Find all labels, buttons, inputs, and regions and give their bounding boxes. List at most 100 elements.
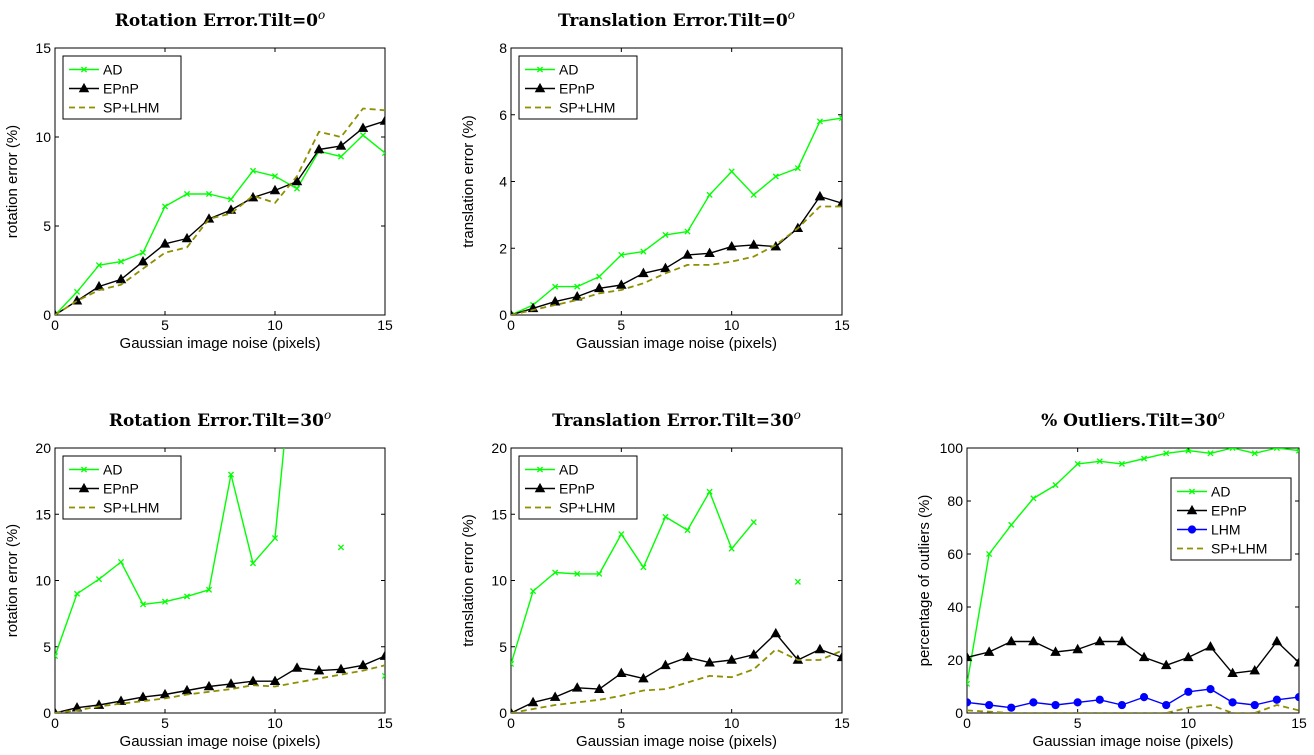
- data-point: [1206, 685, 1215, 694]
- data-point: [1030, 495, 1037, 502]
- x-tick-label: 0: [507, 715, 515, 731]
- data-point: [203, 680, 215, 691]
- data-point: [1184, 687, 1193, 696]
- legend-label-sp-lhm: SP+LHM: [1211, 541, 1267, 557]
- data-point: [616, 667, 627, 678]
- legend-label-ad: AD: [103, 462, 122, 478]
- data-point: [139, 249, 147, 256]
- data-point: [596, 273, 603, 280]
- legend-label-ad: AD: [1211, 484, 1230, 500]
- y-tick-label: 15: [35, 506, 51, 522]
- legend-label-sp-lhm: SP+LHM: [559, 100, 615, 116]
- series-line: [55, 134, 385, 315]
- data-point: [726, 240, 737, 251]
- legend-marker: [80, 66, 88, 73]
- data-point: [225, 204, 237, 214]
- data-point: [55, 652, 59, 660]
- data-point: [73, 590, 81, 597]
- data-point: [1118, 460, 1125, 467]
- x-axis-label: Gaussian image noise (pixels): [576, 335, 777, 352]
- data-point: [335, 140, 347, 150]
- data-point: [1007, 703, 1016, 712]
- x-tick-label: 0: [507, 317, 515, 333]
- y-tick-label: 0: [499, 705, 507, 721]
- x-axis-label: Gaussian image noise (pixels): [120, 335, 321, 352]
- data-point: [549, 691, 561, 701]
- data-point: [682, 651, 693, 662]
- y-tick-label: 6: [499, 107, 507, 123]
- data-point: [269, 675, 281, 685]
- data-point: [1249, 664, 1260, 675]
- data-point: [1228, 698, 1237, 707]
- data-point: [1183, 651, 1194, 662]
- data-point: [748, 239, 759, 249]
- data-point: [205, 190, 213, 198]
- legend-label-sp-lhm: SP+LHM: [103, 100, 159, 116]
- data-point: [181, 232, 193, 243]
- plot-frame: [54, 47, 386, 316]
- data-point: [117, 558, 125, 566]
- data-point: [967, 698, 972, 707]
- x-tick-label: 5: [617, 317, 625, 333]
- data-point: [381, 672, 385, 679]
- series-sp-lhm: [511, 205, 842, 315]
- data-point: [95, 576, 103, 583]
- x-tick-label: 15: [377, 317, 393, 333]
- data-point: [638, 672, 649, 683]
- chart-title-superscript: o: [324, 408, 331, 422]
- data-point: [640, 564, 647, 571]
- series-epnp: [55, 115, 385, 315]
- data-point: [1138, 651, 1150, 662]
- y-tick-label: 0: [955, 705, 963, 721]
- legend-marker: [80, 466, 88, 473]
- data-point: [183, 593, 191, 600]
- data-point: [571, 291, 583, 301]
- data-point: [313, 664, 325, 675]
- y-tick-label: 80: [947, 493, 963, 509]
- data-point: [381, 149, 385, 157]
- chart-title: Rotation Error.Tilt=0o: [115, 8, 326, 31]
- legend-label-epnp: EPnP: [103, 81, 139, 97]
- data-point: [511, 660, 515, 668]
- y-tick-label: 8: [499, 40, 507, 56]
- y-tick-label: 40: [947, 599, 963, 615]
- data-point: [335, 663, 347, 674]
- legend-marker: [536, 466, 544, 473]
- data-point: [794, 165, 801, 172]
- data-point: [596, 570, 603, 577]
- series-lhm: [967, 685, 1299, 712]
- series-epnp: [511, 627, 842, 713]
- data-point: [660, 659, 671, 670]
- data-point: [1029, 698, 1038, 707]
- chart-title-superscript: o: [318, 8, 325, 22]
- data-point: [794, 578, 801, 585]
- x-tick-label: 5: [161, 715, 169, 731]
- series-line: [55, 120, 385, 315]
- data-point: [552, 283, 559, 290]
- chart-1: Rotation Error.Tilt=0o 0 5 10 15 0 5 10 15 Gaussi…: [4, 8, 393, 352]
- x-axis-label: Gaussian image noise (pixels): [120, 733, 321, 750]
- series-epnp: [55, 650, 385, 713]
- legend-marker: [1186, 504, 1198, 515]
- data-point: [293, 185, 301, 192]
- data-point: [838, 115, 842, 122]
- legend: AD EPnP SP+LHM: [518, 55, 638, 120]
- x-tick-label: 10: [267, 715, 283, 731]
- data-point: [203, 213, 215, 223]
- data-point: [291, 662, 303, 672]
- chart-title: Translation Error.Tilt=0o: [558, 8, 795, 31]
- plot-area: [511, 115, 842, 315]
- y-tick-label: 5: [43, 639, 51, 655]
- y-tick-label: 60: [947, 546, 963, 562]
- data-point: [662, 231, 669, 238]
- data-point: [205, 586, 213, 593]
- data-point: [967, 680, 971, 687]
- legend-label-epnp: EPnP: [1211, 503, 1247, 519]
- data-point: [1160, 659, 1172, 670]
- data-point: [772, 173, 779, 180]
- x-tick-label: 15: [834, 715, 850, 731]
- data-point: [1006, 635, 1017, 646]
- x-tick-label: 10: [267, 317, 283, 333]
- data-point: [726, 654, 737, 664]
- data-point: [1141, 455, 1148, 462]
